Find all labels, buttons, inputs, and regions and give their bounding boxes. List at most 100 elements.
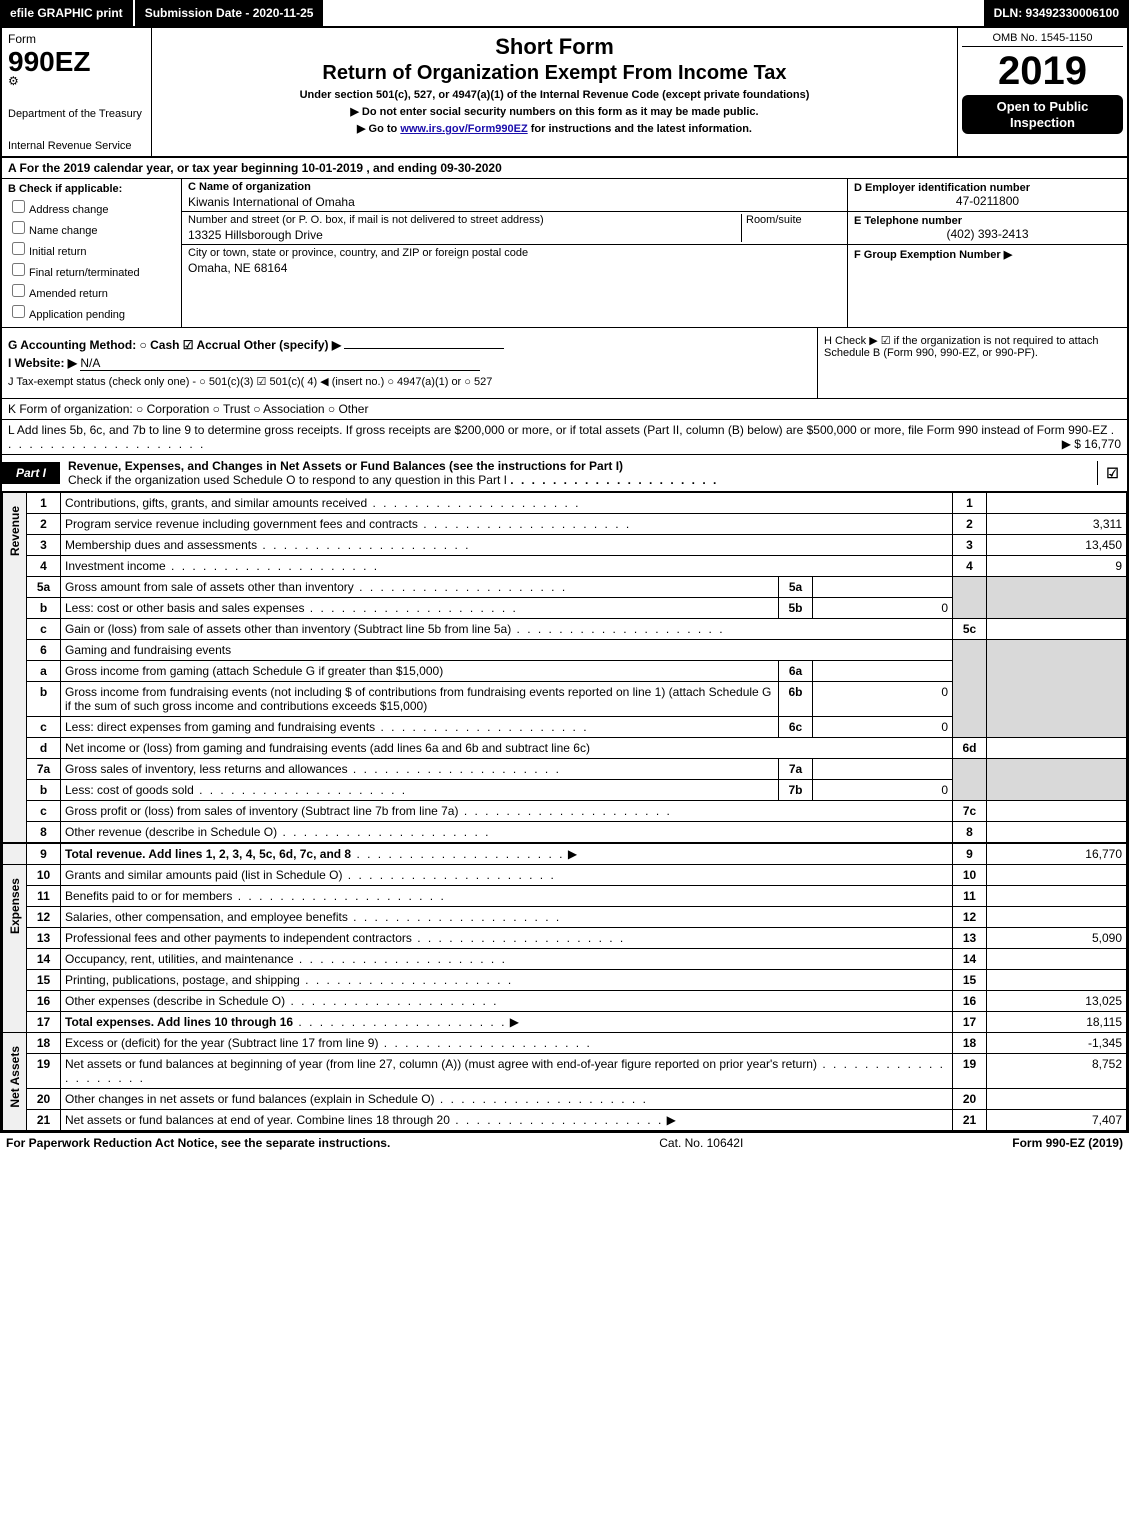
grey-cell xyxy=(953,640,987,738)
table-row: c Gain or (loss) from sale of assets oth… xyxy=(3,619,1127,640)
ln-1-val xyxy=(987,493,1127,514)
chk-amended-input[interactable] xyxy=(12,284,25,297)
ln-6c-mn: 6c xyxy=(779,717,813,738)
chk-application-pending-label: Application pending xyxy=(29,309,125,321)
ln-5b-num: b xyxy=(27,598,61,619)
org-name-label: C Name of organization xyxy=(188,181,311,193)
chk-address-change-label: Address change xyxy=(29,204,109,216)
table-row: c Gross profit or (loss) from sales of i… xyxy=(3,801,1127,822)
ln-5a-num: 5a xyxy=(27,577,61,598)
part-1-checkbox[interactable]: ☑ xyxy=(1097,461,1127,485)
efile-print-button[interactable]: efile GRAPHIC print xyxy=(0,0,135,26)
ln-17-val: 18,115 xyxy=(987,1012,1127,1033)
line-i-website: I Website: ▶ N/A xyxy=(8,356,811,371)
table-row: 3 Membership dues and assessments 3 13,4… xyxy=(3,535,1127,556)
line-l-text: L Add lines 5b, 6c, and 7b to line 9 to … xyxy=(8,423,1107,437)
ln-6a-mv xyxy=(813,661,953,682)
ln-21-rn: 21 xyxy=(953,1110,987,1131)
ln-3-val: 13,450 xyxy=(987,535,1127,556)
line-k-form-org: K Form of organization: ○ Corporation ○ … xyxy=(2,399,1127,420)
ln-20-num: 20 xyxy=(27,1089,61,1110)
column-def: D Employer identification number 47-0211… xyxy=(847,179,1127,327)
group-exempt-label: F Group Exemption Number ▶ xyxy=(854,249,1012,261)
ln-4-rn: 4 xyxy=(953,556,987,577)
ln-14-val xyxy=(987,949,1127,970)
submission-date-button[interactable]: Submission Date - 2020-11-25 xyxy=(135,0,326,26)
chk-name-change[interactable]: Name change xyxy=(8,218,175,237)
col-b-title: B Check if applicable: xyxy=(8,183,175,195)
ln-7a-mn: 7a xyxy=(779,759,813,780)
ln-13-desc: Professional fees and other payments to … xyxy=(61,928,953,949)
chk-application-pending-input[interactable] xyxy=(12,305,25,318)
ln-10-rn: 10 xyxy=(953,865,987,886)
chk-initial-return[interactable]: Initial return xyxy=(8,239,175,258)
chk-application-pending[interactable]: Application pending xyxy=(8,302,175,321)
ln-14-num: 14 xyxy=(27,949,61,970)
part-1-tab: Part I xyxy=(2,462,60,484)
ln-9-rn: 9 xyxy=(953,843,987,865)
street-label: Number and street (or P. O. box, if mail… xyxy=(188,214,544,226)
grey-cell xyxy=(987,577,1127,619)
expenses-vert-label: Expenses xyxy=(3,865,27,1033)
ln-20-desc: Other changes in net assets or fund bala… xyxy=(61,1089,953,1110)
ln-5c-rn: 5c xyxy=(953,619,987,640)
ein-field: D Employer identification number 47-0211… xyxy=(848,179,1127,212)
ln-4-num: 4 xyxy=(27,556,61,577)
other-specify-line[interactable] xyxy=(344,348,504,349)
ln-11-rn: 11 xyxy=(953,886,987,907)
table-row: 9 Total revenue. Add lines 1, 2, 3, 4, 5… xyxy=(3,843,1127,865)
city-value: Omaha, NE 68164 xyxy=(188,259,841,275)
omb-number: OMB No. 1545-1150 xyxy=(962,32,1123,47)
ln-8-rn: 8 xyxy=(953,822,987,844)
org-name-field: C Name of organization Kiwanis Internati… xyxy=(182,179,847,212)
tax-year: 2019 xyxy=(962,51,1123,91)
table-row: 8 Other revenue (describe in Schedule O)… xyxy=(3,822,1127,844)
footer-right: Form 990-EZ (2019) xyxy=(1012,1136,1123,1150)
ln-6-desc: Gaming and fundraising events xyxy=(61,640,953,661)
instructions-link[interactable]: www.irs.gov/Form990EZ xyxy=(400,123,527,135)
chk-final-return-input[interactable] xyxy=(12,263,25,276)
chk-final-return-label: Final return/terminated xyxy=(29,267,140,279)
chk-final-return[interactable]: Final return/terminated xyxy=(8,260,175,279)
ln-20-val xyxy=(987,1089,1127,1110)
chk-address-change[interactable]: Address change xyxy=(8,197,175,216)
ln-19-rn: 19 xyxy=(953,1054,987,1089)
ln-6b-desc: Gross income from fundraising events (no… xyxy=(61,682,779,717)
ln-15-rn: 15 xyxy=(953,970,987,991)
ln-16-num: 16 xyxy=(27,991,61,1012)
arrow-icon: ▶ xyxy=(667,1113,676,1127)
ln-12-rn: 12 xyxy=(953,907,987,928)
chk-initial-return-input[interactable] xyxy=(12,242,25,255)
ln-5b-mv: 0 xyxy=(813,598,953,619)
ln-6a-num: a xyxy=(27,661,61,682)
ln-5c-num: c xyxy=(27,619,61,640)
city-label: City or town, state or province, country… xyxy=(188,247,528,259)
ln-6b-num: b xyxy=(27,682,61,717)
line-i-label: I Website: ▶ xyxy=(8,356,77,370)
goto-post: for instructions and the latest informat… xyxy=(528,123,752,135)
ln-6d-rn: 6d xyxy=(953,738,987,759)
chk-name-change-input[interactable] xyxy=(12,221,25,234)
chk-address-change-input[interactable] xyxy=(12,200,25,213)
ln-21-num: 21 xyxy=(27,1110,61,1131)
form-header: Form 990EZ ⚙ Department of the Treasury … xyxy=(2,28,1127,158)
dept-of-treasury: Department of the Treasury xyxy=(8,108,145,120)
ln-14-rn: 14 xyxy=(953,949,987,970)
arrow-icon: ▶ xyxy=(568,847,577,861)
grey-cell xyxy=(953,577,987,619)
org-name-value: Kiwanis International of Omaha xyxy=(188,193,841,209)
table-row: 6 Gaming and fundraising events xyxy=(3,640,1127,661)
ln-7a-num: 7a xyxy=(27,759,61,780)
ln-6b-mv: 0 xyxy=(813,682,953,717)
table-row: 21 Net assets or fund balances at end of… xyxy=(3,1110,1127,1131)
table-row: 4 Investment income 4 9 xyxy=(3,556,1127,577)
line-g-accounting: G Accounting Method: ○ Cash ☑ Accrual Ot… xyxy=(8,338,811,352)
phone-label: E Telephone number xyxy=(854,215,962,227)
ln-5b-mn: 5b xyxy=(779,598,813,619)
chk-amended[interactable]: Amended return xyxy=(8,281,175,300)
ln-9-val: 16,770 xyxy=(987,843,1127,865)
line-l-gross-receipts: L Add lines 5b, 6c, and 7b to line 9 to … xyxy=(2,420,1127,455)
ln-6a-mn: 6a xyxy=(779,661,813,682)
line-j-tax-exempt: J Tax-exempt status (check only one) - ○… xyxy=(8,375,811,388)
table-row: Expenses 10 Grants and similar amounts p… xyxy=(3,865,1127,886)
